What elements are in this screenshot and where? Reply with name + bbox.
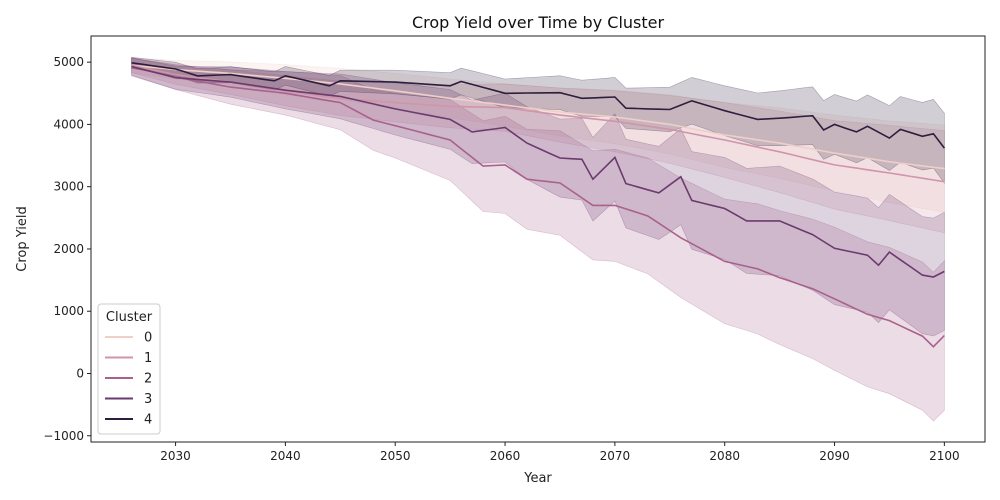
series-lines <box>131 62 946 348</box>
x-tick-label: 2070 <box>600 449 631 463</box>
y-tick-label: 4000 <box>53 117 84 131</box>
chart-title: Crop Yield over Time by Cluster <box>412 13 665 32</box>
x-tick-label: 2100 <box>929 449 960 463</box>
x-tick-label: 2090 <box>819 449 850 463</box>
y-tick-label: 5000 <box>53 55 84 69</box>
y-tick-label: 2000 <box>53 242 84 256</box>
x-tick-label: 2060 <box>490 449 521 463</box>
x-tick-label: 2080 <box>709 449 740 463</box>
y-axis: −1000 0 1000 2000 3000 4000 5000 <box>43 55 91 443</box>
y-tick-label: 3000 <box>53 180 84 194</box>
line-cluster-3 <box>131 65 945 278</box>
line-cluster-2 <box>131 66 945 348</box>
legend: Cluster 0 1 2 3 4 <box>97 303 161 435</box>
legend-label-4: 4 <box>144 413 152 428</box>
line-cluster-4 <box>131 62 946 149</box>
x-axis-label: Year <box>523 471 552 486</box>
x-tick-label: 2040 <box>270 449 301 463</box>
band-cluster-3 <box>131 57 945 337</box>
plot-frame <box>90 35 986 443</box>
y-tick-label: 0 <box>76 367 84 381</box>
legend-label-2: 2 <box>144 372 152 387</box>
band-cluster-2 <box>131 58 945 422</box>
y-tick-label: 1000 <box>53 304 84 318</box>
y-axis-label: Crop Yield <box>15 206 30 271</box>
legend-label-1: 1 <box>144 351 152 366</box>
x-axis: 2030 2040 2050 2060 2070 2080 2090 2100 <box>160 442 960 463</box>
legend-label-3: 3 <box>144 392 152 407</box>
line-cluster-0 <box>131 64 945 170</box>
y-tick-label: −1000 <box>43 429 84 443</box>
band-cluster-4 <box>131 56 945 184</box>
x-tick-label: 2050 <box>380 449 411 463</box>
legend-label-0: 0 <box>144 331 152 346</box>
x-tick-label: 2030 <box>160 449 191 463</box>
legend-title: Cluster <box>106 310 153 325</box>
